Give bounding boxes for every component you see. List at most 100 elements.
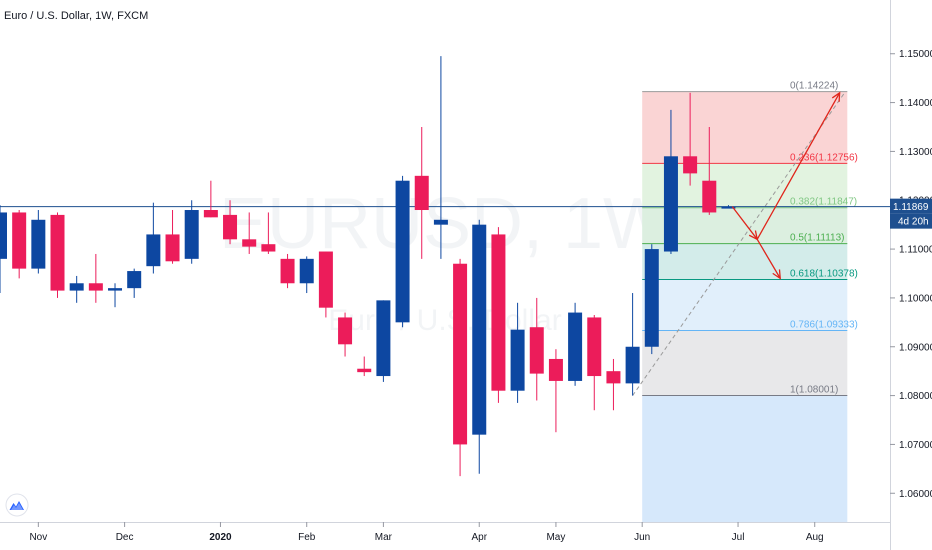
forecast-arrow[interactable] (756, 91, 841, 240)
candle[interactable] (414, 126, 429, 259)
candle[interactable] (568, 302, 583, 386)
candle-body (702, 180, 717, 213)
chart-title: Euro / U.S. Dollar, 1W, FXCM (4, 10, 148, 22)
candle-body (242, 239, 257, 247)
candle-body (338, 317, 353, 345)
candle[interactable] (69, 275, 84, 303)
candle[interactable] (0, 205, 7, 294)
candle[interactable] (12, 210, 27, 279)
candle[interactable] (165, 210, 180, 264)
candle[interactable] (108, 283, 123, 308)
candle-body (146, 234, 161, 267)
candle[interactable] (50, 212, 65, 298)
x-tick-label: Nov (29, 532, 47, 543)
fib-zone-1 (642, 330, 848, 396)
candle-body (625, 346, 640, 384)
candle[interactable] (146, 202, 161, 274)
candle[interactable] (299, 256, 314, 294)
candle[interactable] (433, 56, 448, 259)
candle[interactable] (395, 175, 410, 328)
y-tick-label: 1.09000 (899, 342, 932, 353)
y-axis: 1.150001.140001.130001.120001.110001.100… (890, 49, 932, 500)
candle[interactable] (529, 297, 544, 401)
candle[interactable] (491, 227, 506, 403)
x-tick-label: Apr (471, 532, 487, 543)
candle[interactable] (31, 210, 46, 274)
x-tick-label: Jul (732, 532, 745, 543)
candle[interactable] (644, 244, 659, 355)
fib-trend-line[interactable] (632, 91, 846, 396)
y-tick-label: 1.10000 (899, 293, 932, 304)
candle-body (529, 327, 544, 374)
candle-body (357, 368, 372, 373)
candle-body (280, 258, 295, 284)
candle[interactable] (721, 205, 736, 209)
candle[interactable] (472, 219, 487, 474)
y-tick-label: 1.08000 (899, 391, 932, 402)
candle[interactable] (606, 358, 621, 411)
x-tick-label: Jun (634, 532, 650, 543)
candle[interactable] (702, 126, 717, 215)
candle[interactable] (127, 268, 142, 298)
forecast-arrows (731, 91, 841, 280)
candle-body (510, 329, 525, 391)
arrow-shaft (731, 206, 758, 240)
candle-body (0, 212, 7, 259)
candle[interactable] (683, 92, 698, 186)
candle-body (318, 251, 333, 308)
y-tick-label: 1.13000 (899, 147, 932, 158)
forecast-arrow[interactable] (756, 238, 781, 280)
bar-countdown: 4d 20h (898, 217, 929, 228)
candle[interactable] (357, 356, 372, 377)
candle[interactable] (242, 212, 257, 254)
candle-body (491, 234, 506, 391)
candle[interactable] (223, 200, 238, 245)
x-axis[interactable]: Nov Dec 2020 Feb Mar Apr May Jun Jul Aug (29, 522, 824, 543)
candle-body (644, 249, 659, 347)
fib-level-label: 0.786(1.09333) (790, 319, 858, 330)
watermark-name: Euro / U.S. Dollar (328, 304, 561, 337)
candle-body (568, 312, 583, 381)
candle-body (587, 317, 602, 377)
candle[interactable] (663, 109, 678, 254)
candle[interactable] (587, 315, 602, 411)
y-tick-label: 1.06000 (899, 489, 932, 500)
candle-body (472, 224, 487, 435)
candle[interactable] (280, 253, 295, 289)
candle[interactable] (453, 258, 468, 477)
candle-body (108, 288, 123, 291)
x-tick-label: May (546, 532, 565, 543)
candles (0, 56, 736, 477)
x-tick-label: Aug (806, 532, 824, 543)
candle[interactable] (184, 200, 199, 264)
candle-body (50, 214, 65, 291)
candle[interactable] (88, 253, 103, 303)
candle[interactable] (376, 300, 391, 382)
arrow-shaft (756, 238, 781, 279)
candle-body (721, 206, 736, 209)
candle-body (683, 156, 698, 174)
candle-body (453, 263, 468, 445)
x-tick-label: Feb (298, 532, 316, 543)
candle[interactable] (338, 312, 353, 357)
x-tick-label: 2020 (209, 532, 232, 543)
fib-zone-0_786 (642, 279, 848, 331)
candle[interactable] (261, 212, 276, 254)
x-tick-label: Mar (375, 532, 393, 543)
candle-body (127, 271, 142, 289)
y-tick-label: 1.14000 (899, 98, 932, 109)
candle-body (69, 283, 84, 291)
fib-zone-0_236 (642, 91, 848, 164)
candle[interactable] (510, 302, 525, 403)
tradingview-logo[interactable] (5, 493, 29, 517)
candle[interactable] (203, 180, 218, 218)
arrow-shaft (756, 92, 841, 240)
candle[interactable] (548, 349, 563, 433)
fib-level-label: 0.382(1.11847) (790, 197, 857, 208)
candle-body (184, 210, 199, 259)
candle[interactable] (625, 293, 640, 396)
candle[interactable] (318, 251, 333, 318)
candle-body (606, 371, 621, 384)
y-tick-label: 1.07000 (899, 440, 932, 451)
